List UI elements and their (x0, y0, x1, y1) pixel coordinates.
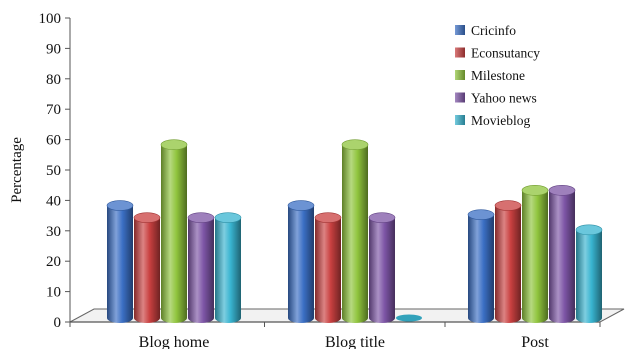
y-tick-label: 30 (46, 224, 61, 240)
legend-label: Cricinfo (471, 23, 516, 38)
bar (287, 200, 315, 323)
legend-label: Movieblog (471, 113, 530, 128)
legend-swatch (455, 92, 465, 103)
legend-item: Milestone (455, 68, 525, 83)
bars (106, 139, 603, 323)
legend-label: Milestone (471, 68, 525, 83)
legend-label: Yahoo news (471, 91, 537, 106)
bar (467, 209, 495, 323)
legend-swatch (455, 115, 465, 125)
legend-item: Econsutancy (455, 46, 540, 61)
bar (160, 139, 188, 323)
bar (548, 185, 576, 323)
bar (106, 200, 134, 323)
legend-swatch (455, 70, 465, 80)
bar (575, 224, 603, 323)
bar (521, 185, 549, 323)
legend-item: Cricinfo (455, 23, 516, 38)
y-tick-label: 50 (46, 163, 61, 179)
bar (187, 212, 215, 323)
bar (368, 212, 396, 323)
bar (133, 212, 161, 323)
y-tick-label: 60 (46, 133, 61, 149)
bar (314, 212, 342, 323)
bar (494, 200, 522, 323)
category-label: Post (521, 334, 549, 349)
bar (214, 212, 242, 323)
y-tick-label: 0 (54, 315, 62, 331)
y-tick-label: 10 (46, 285, 61, 301)
y-tick-label: 70 (46, 102, 61, 118)
legend-item: Yahoo news (455, 91, 537, 106)
y-axis-label: Percentage (9, 137, 25, 203)
y-tick-label: 90 (46, 41, 61, 57)
category-label: Blog title (325, 334, 385, 349)
category-label: Blog home (139, 334, 210, 349)
legend-swatch (455, 47, 465, 58)
y-tick-label: 80 (46, 72, 61, 88)
bar (396, 314, 422, 322)
legend-label: Econsutancy (471, 46, 540, 61)
legend-item: Movieblog (455, 113, 530, 128)
bar (341, 139, 369, 323)
y-tick-label: 100 (39, 11, 62, 27)
legend-swatch (455, 25, 465, 35)
legend: Cricinfo Econsutancy Milestone Yahoo news Mo… (455, 23, 540, 128)
y-tick-label: 40 (46, 193, 61, 209)
y-tick-label: 20 (46, 254, 61, 270)
